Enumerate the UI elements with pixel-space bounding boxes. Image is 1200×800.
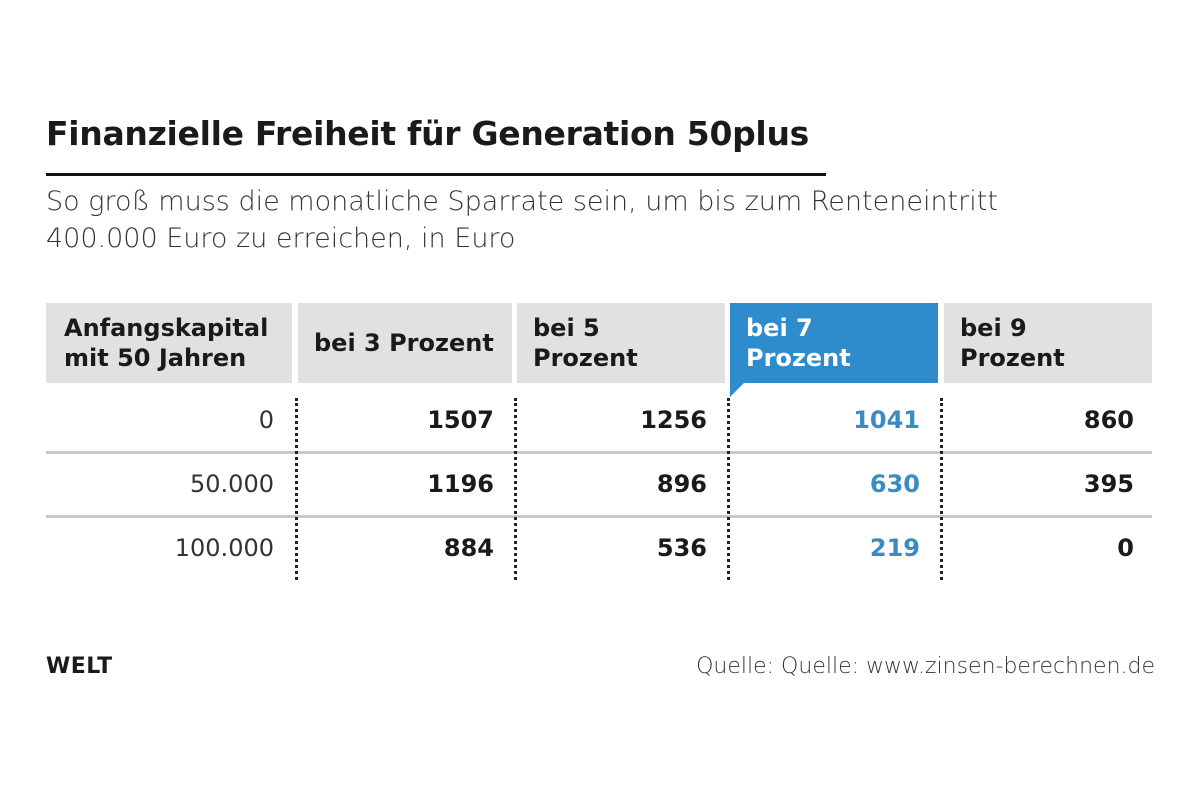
column-header: bei 7 Prozent — [730, 303, 938, 383]
subtitle: 400.000 Euro zu erreichen, in Euro — [46, 223, 516, 254]
highlight-notch — [730, 383, 744, 397]
table-cell: 0 — [1117, 534, 1134, 562]
subtitle: So groß muss die monatliche Sparrate sei… — [46, 186, 998, 217]
title: Finanzielle Freiheit für Generation 50pl… — [46, 114, 809, 153]
table-cell: 50.000 — [190, 470, 274, 498]
table-cell: 896 — [656, 470, 707, 498]
source: Quelle: Quelle: www.zinsen-berechnen.de — [696, 654, 1155, 679]
table-cell: 1041 — [853, 406, 920, 434]
table-cell: 1507 — [427, 406, 494, 434]
column-header: bei 3 Prozent — [298, 303, 512, 383]
column-divider — [727, 398, 730, 580]
column-header: bei 5 Prozent — [517, 303, 725, 383]
column-header: Anfangskapital mit 50 Jahren — [46, 303, 292, 383]
title-rule — [46, 173, 826, 176]
table-cell: 219 — [869, 534, 920, 562]
logo: WELT — [46, 654, 113, 679]
table-cell: 1196 — [427, 470, 494, 498]
table-cell: 1256 — [640, 406, 707, 434]
table-cell: 395 — [1083, 470, 1134, 498]
column-header: bei 9 Prozent — [944, 303, 1152, 383]
table-cell: 630 — [869, 470, 920, 498]
table-cell: 100.000 — [174, 534, 274, 562]
column-divider — [514, 398, 517, 580]
table-cell: 860 — [1083, 406, 1134, 434]
row-separator — [46, 451, 1152, 454]
row-separator — [46, 515, 1152, 518]
column-divider — [940, 398, 943, 580]
table-cell: 536 — [656, 534, 707, 562]
table-cell: 0 — [258, 406, 274, 434]
table-cell: 884 — [443, 534, 494, 562]
column-divider — [295, 398, 298, 580]
